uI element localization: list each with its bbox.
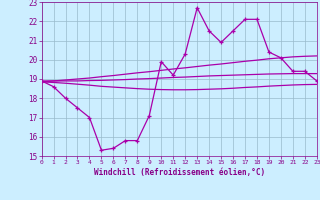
X-axis label: Windchill (Refroidissement éolien,°C): Windchill (Refroidissement éolien,°C) bbox=[94, 168, 265, 177]
